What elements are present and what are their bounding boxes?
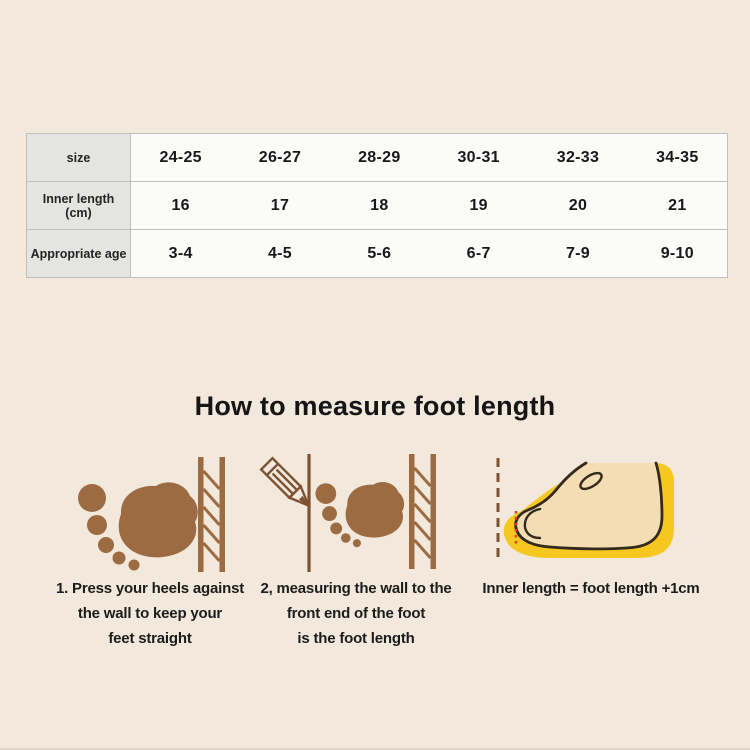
caption-line: Inner length = foot length +1cm — [482, 580, 700, 597]
caption-line: front end of the foot — [286, 605, 426, 622]
size-value: 32-33 — [556, 148, 600, 166]
inner-length-value: 18 — [370, 196, 389, 214]
inner-length-value: 16 — [171, 196, 190, 214]
caption-line: is the foot length — [297, 630, 415, 647]
table-row-inner-length: Inner length (cm) 16 17 18 19 20 21 — [27, 181, 727, 229]
size-value: 24-25 — [159, 148, 202, 166]
footprint-against-wall-icon — [78, 456, 227, 574]
row-label-age: Appropriate age — [27, 230, 131, 277]
caption-line: 2, measuring the wall to the — [260, 580, 452, 597]
age-value: 3-4 — [168, 244, 193, 262]
caption-line: 1. Press your heels against — [55, 580, 245, 597]
inner-length-value: 17 — [270, 196, 290, 214]
caption-line: feet straight — [108, 630, 192, 647]
instruction-step-2: 2, measuring the wall to the front end o… — [241, 576, 471, 651]
size-value: 26-27 — [258, 148, 302, 166]
size-table: size 24-25 26-27 28-29 30-31 32-33 34-35… — [26, 133, 728, 278]
row-label-inner-length: Inner length (cm) — [27, 182, 131, 229]
page-title: How to measure foot length — [194, 391, 556, 421]
age-value: 9-10 — [660, 244, 694, 262]
caption-line: the wall to keep your — [77, 605, 223, 622]
foot-in-shoe-icon — [496, 458, 674, 558]
bottom-edge-divider — [0, 748, 750, 750]
size-value: 28-29 — [358, 148, 401, 166]
inner-length-value: 21 — [668, 196, 687, 214]
size-value: 30-31 — [457, 148, 500, 166]
inner-length-value: 19 — [469, 196, 488, 214]
pencil-marking-toe-icon — [259, 452, 438, 572]
instruction-inner-length: Inner length = foot length +1cm — [466, 576, 716, 601]
instruction-step-1: 1. Press your heels against the wall to … — [35, 576, 265, 651]
size-value: 34-35 — [656, 148, 699, 166]
inner-length-value: 20 — [568, 196, 588, 214]
age-value: 6-7 — [466, 244, 491, 262]
row-label-size: size — [27, 134, 131, 181]
table-row-size: size 24-25 26-27 28-29 30-31 32-33 34-35 — [27, 134, 727, 181]
age-value: 5-6 — [367, 244, 392, 262]
age-value: 4-5 — [267, 244, 292, 262]
age-value: 7-9 — [565, 244, 590, 262]
table-row-age: Appropriate age 3-4 4-5 5-6 6-7 7-9 9-10 — [27, 229, 727, 277]
